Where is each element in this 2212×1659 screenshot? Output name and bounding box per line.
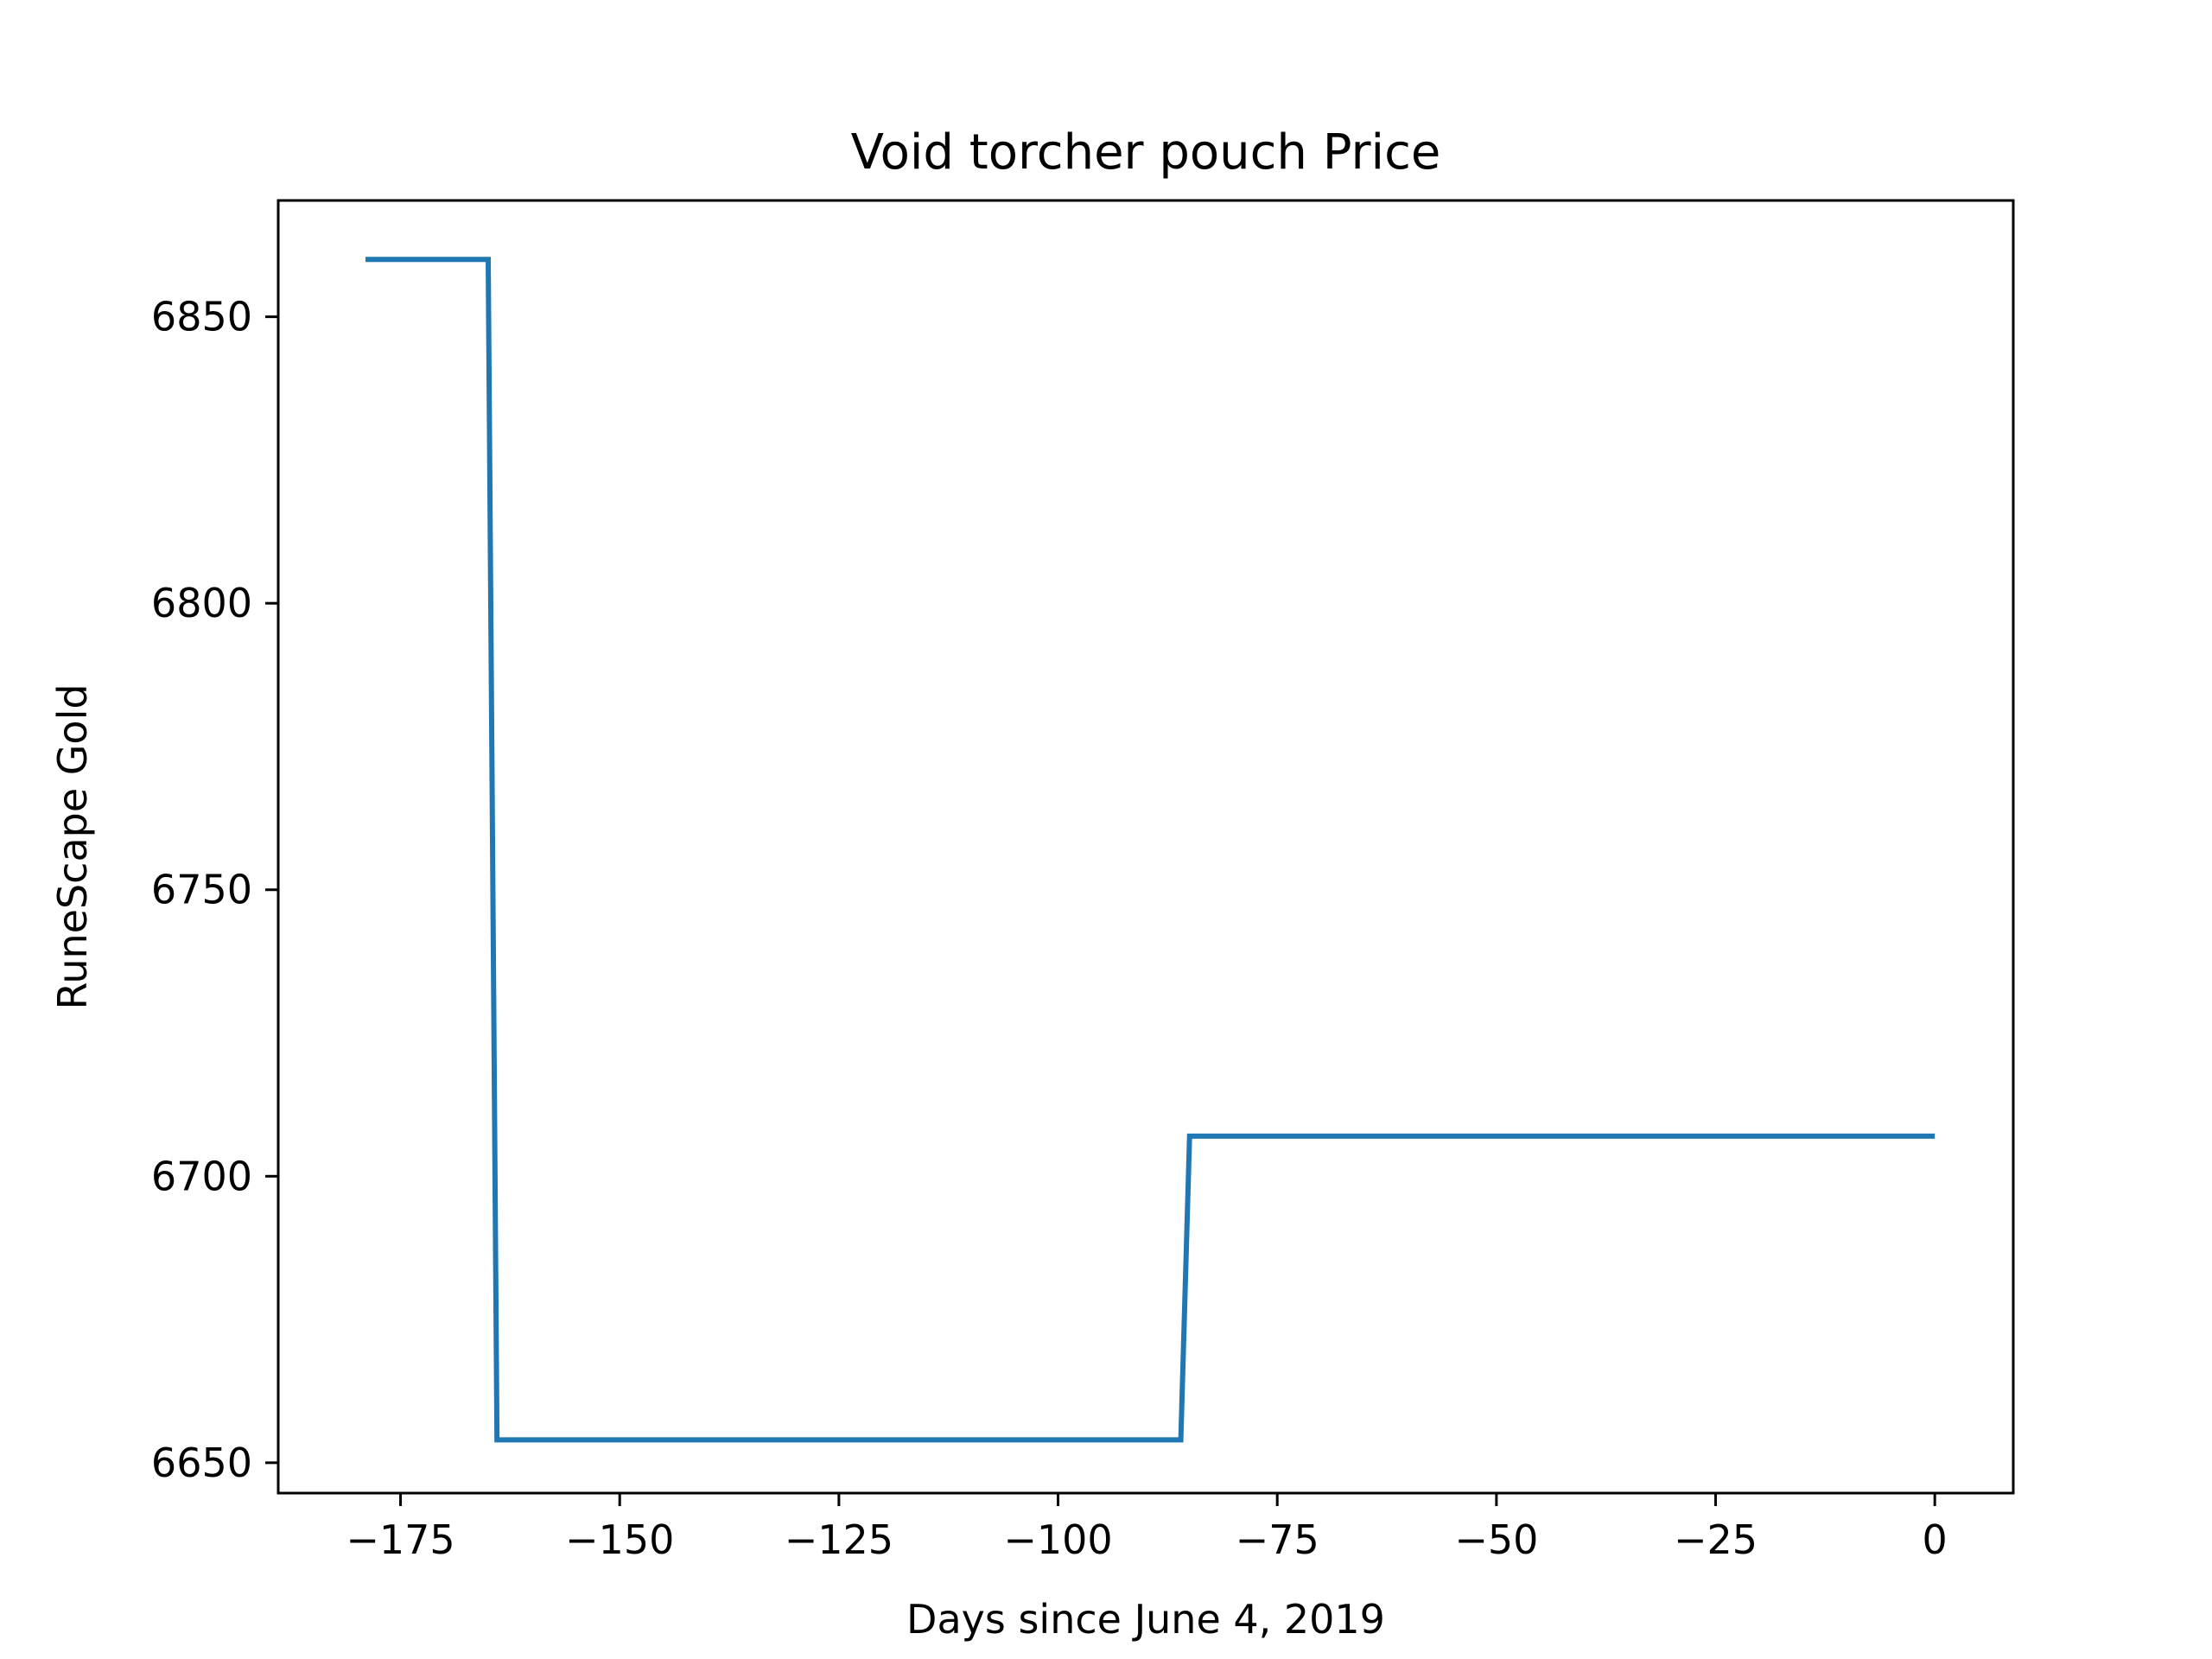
x-axis-label: Days since June 4, 2019: [906, 1596, 1385, 1643]
y-tick-label: 6800: [151, 580, 252, 626]
x-tick-label: −75: [1236, 1516, 1319, 1563]
series-line-0: [365, 257, 1936, 1443]
y-tick-label: 6850: [151, 294, 252, 340]
plot-area: −175 −150 −125 −100 −75 −50 −25 0 6650 6700 6750 68…: [151, 199, 2015, 1563]
x-tick-label: −50: [1454, 1516, 1538, 1563]
chart-title: Void torcher pouch Price: [851, 124, 1441, 181]
y-tick-label: 6650: [151, 1440, 252, 1486]
x-tick-label: −125: [785, 1516, 893, 1563]
x-tick-label: 0: [1923, 1516, 1948, 1563]
y-tick-label: 6750: [151, 867, 252, 913]
y-axis-label: RuneScape Gold: [49, 683, 96, 1009]
x-tick-label: −150: [565, 1516, 674, 1563]
x-tick-label: −175: [346, 1516, 454, 1563]
x-tick-label: −25: [1674, 1516, 1758, 1563]
y-tick-label: 6700: [151, 1153, 252, 1199]
x-tick-label: −100: [1003, 1516, 1112, 1563]
axes-frame: [276, 199, 2015, 1495]
